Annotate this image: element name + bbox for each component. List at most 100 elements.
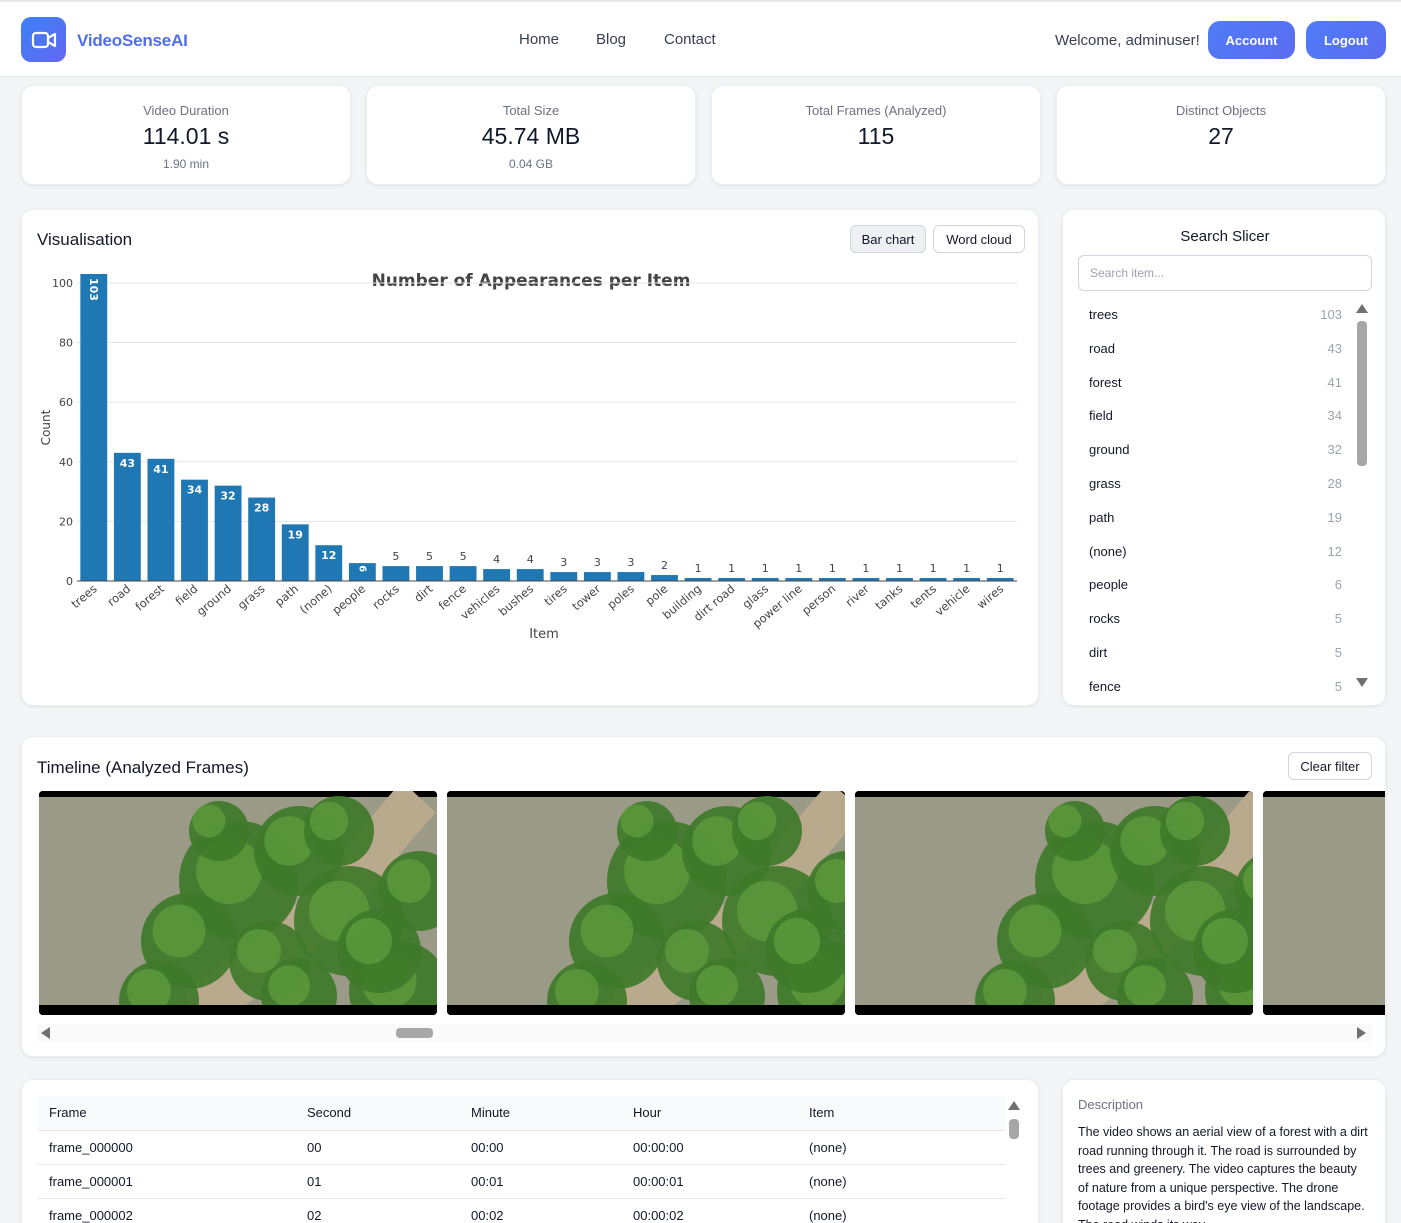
bar-value-label: 5 [460, 550, 467, 563]
tree-highlight [127, 969, 171, 1013]
tree-highlight [268, 965, 310, 1007]
slicer-item-label: fence [1089, 678, 1121, 694]
slicer-item-count: 5 [1334, 611, 1342, 627]
slicer-scroll-thumb[interactable] [1357, 321, 1367, 466]
timeline-card: Timeline (Analyzed Frames) Clear filter [21, 736, 1386, 1057]
table-row[interactable]: frame_000000 00 00:00 00:00:00 (none) [38, 1130, 1005, 1165]
timeline-frame-thumbnail[interactable] [855, 791, 1253, 1015]
scroll-down-arrow-icon[interactable] [1356, 678, 1368, 687]
slicer-scrollbar[interactable] [1354, 302, 1370, 692]
timeline-frame-thumbnail[interactable] [39, 791, 437, 1015]
bar [718, 578, 746, 581]
slicer-item-count: 19 [1327, 509, 1342, 525]
timeline-scrollbar[interactable] [37, 1024, 1372, 1042]
bar [516, 569, 544, 581]
tree-highlight [665, 929, 709, 973]
bar [281, 524, 309, 581]
bar-value-label: 43 [120, 457, 135, 470]
slicer-item-count: 5 [1334, 645, 1342, 660]
scroll-up-arrow-icon[interactable] [1008, 1101, 1020, 1110]
slicer-item[interactable]: path 19 [1089, 510, 1342, 530]
brand-name[interactable]: VideoSenseAI [77, 31, 188, 50]
bar-chart: Number of Appearances per Item 0 20 40 60 80 1… [39, 271, 1017, 642]
logo[interactable] [21, 17, 66, 62]
bar-value-label: 103 [87, 278, 100, 301]
bar-value-label: 1 [795, 562, 802, 575]
table-row[interactable]: frame_000002 02 00:02 00:00:02 (none) [38, 1198, 1005, 1223]
table-cell: (none) [798, 1164, 1005, 1199]
bar [214, 485, 242, 581]
tree-highlight [1093, 929, 1137, 973]
column-header-frame[interactable]: Frame [38, 1096, 296, 1131]
frames-table: Frame Second Minute Hour Item frame_0000… [38, 1096, 1005, 1223]
slicer-item[interactable]: grass 28 [1089, 476, 1342, 496]
x-tick-label: tanks [872, 582, 905, 613]
slicer-item[interactable]: ground 32 [1089, 442, 1342, 462]
slicer-item[interactable]: fence 5 [1089, 679, 1342, 699]
slicer-item[interactable]: people 6 [1089, 577, 1342, 597]
slicer-item[interactable]: rocks 5 [1089, 611, 1342, 631]
column-header-second[interactable]: Second [296, 1096, 460, 1131]
stat-label: Total Size [502, 103, 560, 118]
slicer-item-count: 41 [1327, 374, 1342, 390]
tree-highlight [1243, 862, 1253, 900]
frame-bottom-bar [39, 1005, 437, 1015]
search-input[interactable] [1078, 255, 1372, 291]
bar-value-label: 1 [829, 562, 836, 575]
tree-highlight [737, 801, 777, 841]
bar-chart-button[interactable]: Bar chart [850, 225, 926, 253]
bar-value-label: 28 [254, 502, 269, 515]
stat-value: 45.74 MB [481, 123, 581, 149]
chart-title: Number of Appearances per Item [372, 271, 691, 291]
table-cell: 00:00 [460, 1130, 622, 1165]
bar [751, 578, 779, 581]
welcome-text: Welcome, adminuser! [1055, 32, 1200, 49]
table-cell: 00:00:00 [622, 1130, 798, 1165]
word-cloud-button[interactable]: Word cloud [933, 225, 1025, 253]
y-tick-label: 60 [59, 396, 73, 409]
slicer-item[interactable]: field 34 [1089, 408, 1342, 428]
table-scroll-thumb[interactable] [1009, 1119, 1019, 1139]
table-cell: (none) [798, 1130, 1005, 1165]
slicer-item-count: 103 [1320, 307, 1342, 322]
bar-value-label: 5 [426, 550, 433, 563]
slicer-item[interactable]: dirt 5 [1089, 645, 1342, 665]
timeline-frame-thumbnail[interactable] [447, 791, 845, 1015]
scroll-up-arrow-icon[interactable] [1356, 304, 1368, 313]
timeline-scroll-thumb[interactable] [396, 1028, 433, 1038]
logout-button[interactable]: Logout [1306, 21, 1386, 59]
timeline-frame-thumbnail[interactable] [1263, 791, 1385, 1015]
nav-home[interactable]: Home [519, 31, 560, 48]
slicer-item[interactable]: (none) 12 [1089, 544, 1342, 564]
bar [651, 575, 678, 581]
slicer-item[interactable]: forest 41 [1089, 375, 1342, 395]
scroll-left-arrow-icon[interactable] [41, 1027, 50, 1039]
nav-blog[interactable]: Blog [596, 31, 627, 48]
nav-contact[interactable]: Contact [664, 31, 716, 48]
account-button[interactable]: Account [1208, 21, 1295, 59]
scroll-right-arrow-icon[interactable] [1357, 1027, 1366, 1039]
column-header-minute[interactable]: Minute [460, 1096, 622, 1131]
x-axis-label: Item [529, 627, 559, 642]
bar [986, 578, 1014, 581]
bar-value-label: 12 [321, 549, 336, 562]
slicer-item-count: 32 [1327, 442, 1342, 458]
bar-value-label: 41 [153, 463, 168, 476]
field-background [1263, 797, 1385, 1009]
clear-filter-button[interactable]: Clear filter [1288, 752, 1372, 780]
column-header-item[interactable]: Item [798, 1096, 1005, 1131]
stat-sub: 0.04 GB [508, 157, 554, 171]
frame-top-bar [447, 791, 845, 797]
table-scrollbar[interactable] [1006, 1096, 1022, 1223]
slicer-item[interactable]: trees 103 [1089, 307, 1342, 327]
slicer-item-count: 43 [1327, 340, 1342, 356]
column-header-hour[interactable]: Hour [622, 1096, 798, 1131]
tree-highlight [1048, 804, 1082, 838]
x-tick-label: grass [235, 582, 268, 613]
bar-value-label: 3 [560, 556, 567, 569]
slicer-item[interactable]: road 43 [1089, 341, 1342, 361]
bar [617, 572, 645, 581]
table-row[interactable]: frame_000001 01 00:01 00:00:01 (none) [38, 1164, 1005, 1199]
x-tick-label: dirt [411, 581, 435, 605]
y-tick-label: 20 [59, 515, 73, 528]
